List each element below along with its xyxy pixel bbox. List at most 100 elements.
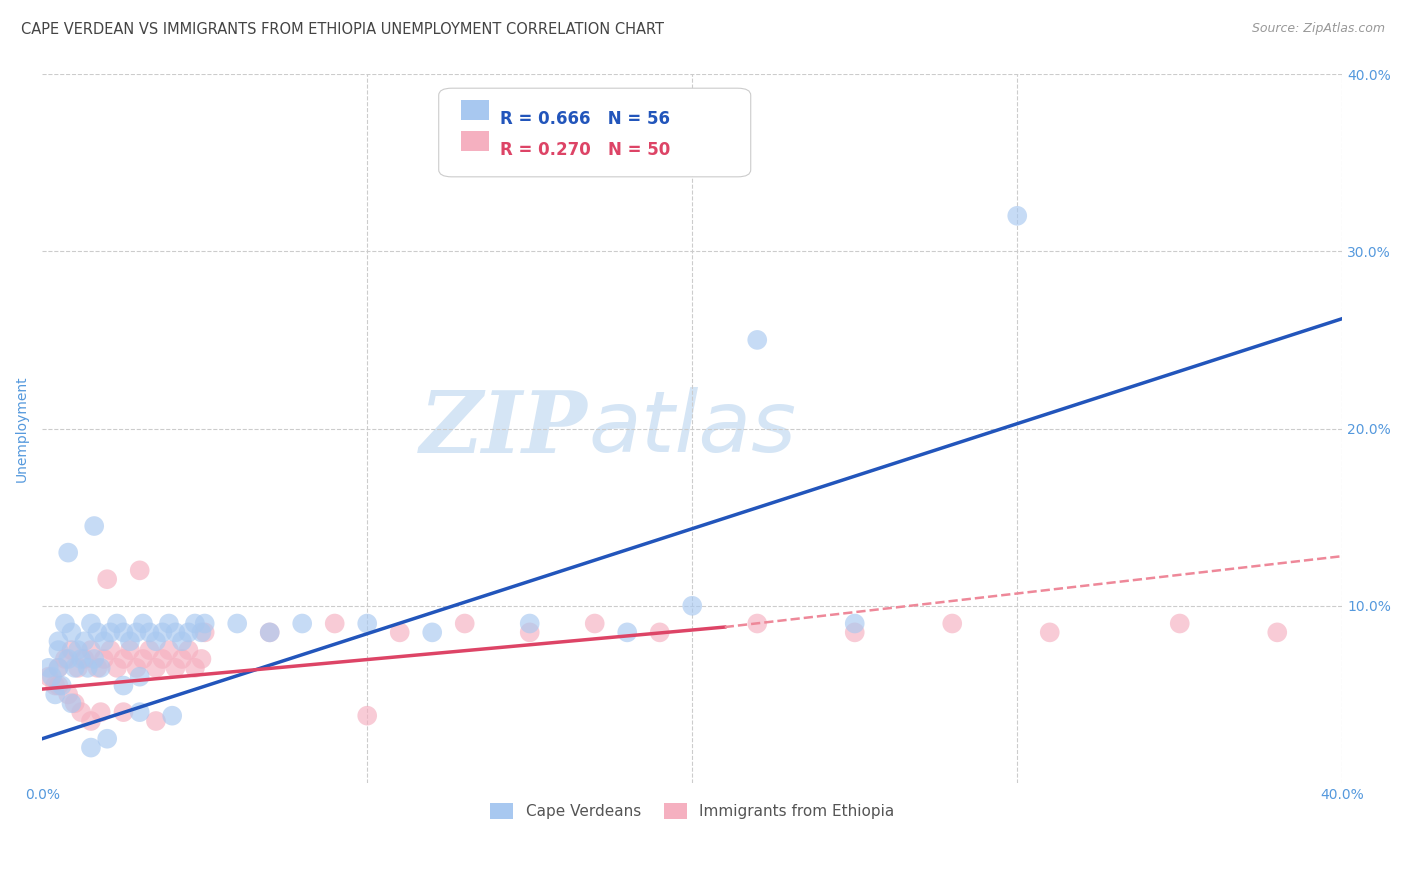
Point — [83, 652, 105, 666]
Point — [420, 625, 443, 640]
Point — [58, 546, 80, 560]
Point — [132, 652, 155, 666]
Point — [44, 687, 66, 701]
Point — [125, 661, 148, 675]
Point — [165, 625, 187, 640]
Point — [80, 740, 103, 755]
Point — [80, 714, 103, 728]
Point — [356, 616, 378, 631]
Text: R = 0.270   N = 50: R = 0.270 N = 50 — [499, 141, 671, 159]
Point — [323, 616, 346, 631]
Point — [58, 652, 80, 666]
Point — [388, 625, 411, 640]
Point — [152, 652, 174, 666]
Point — [259, 625, 281, 640]
Bar — [461, 131, 489, 151]
Point — [157, 643, 180, 657]
Point — [70, 705, 93, 719]
Point — [112, 705, 135, 719]
Point — [184, 661, 207, 675]
Point — [38, 670, 60, 684]
Point — [118, 643, 141, 657]
Point — [63, 661, 86, 675]
Point — [138, 625, 160, 640]
Point — [112, 652, 135, 666]
Point — [48, 661, 70, 675]
Point — [184, 616, 207, 631]
Text: ZIP: ZIP — [420, 387, 588, 470]
Text: R = 0.666   N = 56: R = 0.666 N = 56 — [499, 111, 669, 128]
Point — [844, 625, 866, 640]
Point — [356, 708, 378, 723]
Point — [152, 625, 174, 640]
Point — [226, 616, 249, 631]
Point — [259, 625, 281, 640]
Point — [583, 616, 606, 631]
Point — [519, 616, 541, 631]
Point — [80, 616, 103, 631]
Point — [60, 643, 83, 657]
Y-axis label: Unemployment: Unemployment — [15, 376, 30, 482]
Point — [41, 670, 63, 684]
Point — [165, 661, 187, 675]
Point — [96, 731, 118, 746]
Point — [63, 696, 86, 710]
Point — [53, 652, 76, 666]
Point — [138, 643, 160, 657]
Text: CAPE VERDEAN VS IMMIGRANTS FROM ETHIOPIA UNEMPLOYMENT CORRELATION CHART: CAPE VERDEAN VS IMMIGRANTS FROM ETHIOPIA… — [21, 22, 664, 37]
Point — [747, 333, 769, 347]
Text: Source: ZipAtlas.com: Source: ZipAtlas.com — [1251, 22, 1385, 36]
Point — [48, 661, 70, 675]
Point — [112, 625, 135, 640]
Point — [519, 625, 541, 640]
Bar — [461, 100, 489, 120]
Point — [145, 714, 167, 728]
Point — [90, 705, 112, 719]
Legend: Cape Verdeans, Immigrants from Ethiopia: Cape Verdeans, Immigrants from Ethiopia — [484, 797, 900, 825]
Point — [454, 616, 477, 631]
Point — [90, 661, 112, 675]
Point — [83, 519, 105, 533]
Point — [941, 616, 963, 631]
Point — [58, 687, 80, 701]
Point — [73, 652, 96, 666]
Point — [681, 599, 703, 613]
Point — [128, 705, 150, 719]
Point — [170, 634, 193, 648]
Point — [1007, 209, 1029, 223]
Point — [38, 661, 60, 675]
Point — [190, 625, 212, 640]
Point — [118, 634, 141, 648]
Point — [48, 679, 70, 693]
Point — [105, 616, 128, 631]
Point — [145, 634, 167, 648]
Point — [125, 625, 148, 640]
Point — [1039, 625, 1062, 640]
Point — [177, 625, 200, 640]
Point — [128, 670, 150, 684]
Point — [128, 563, 150, 577]
Point — [100, 625, 122, 640]
Point — [73, 634, 96, 648]
Point — [616, 625, 638, 640]
Point — [105, 661, 128, 675]
FancyBboxPatch shape — [439, 88, 751, 177]
Text: atlas: atlas — [588, 387, 796, 470]
Point — [53, 616, 76, 631]
Point — [66, 661, 89, 675]
Point — [1265, 625, 1288, 640]
Point — [76, 661, 98, 675]
Point — [145, 661, 167, 675]
Point — [132, 616, 155, 631]
Point — [170, 652, 193, 666]
Point — [51, 679, 73, 693]
Point — [100, 643, 122, 657]
Point — [44, 679, 66, 693]
Point — [648, 625, 671, 640]
Point — [96, 572, 118, 586]
Point — [291, 616, 314, 631]
Point — [194, 625, 217, 640]
Point — [177, 643, 200, 657]
Point — [48, 643, 70, 657]
Point — [112, 679, 135, 693]
